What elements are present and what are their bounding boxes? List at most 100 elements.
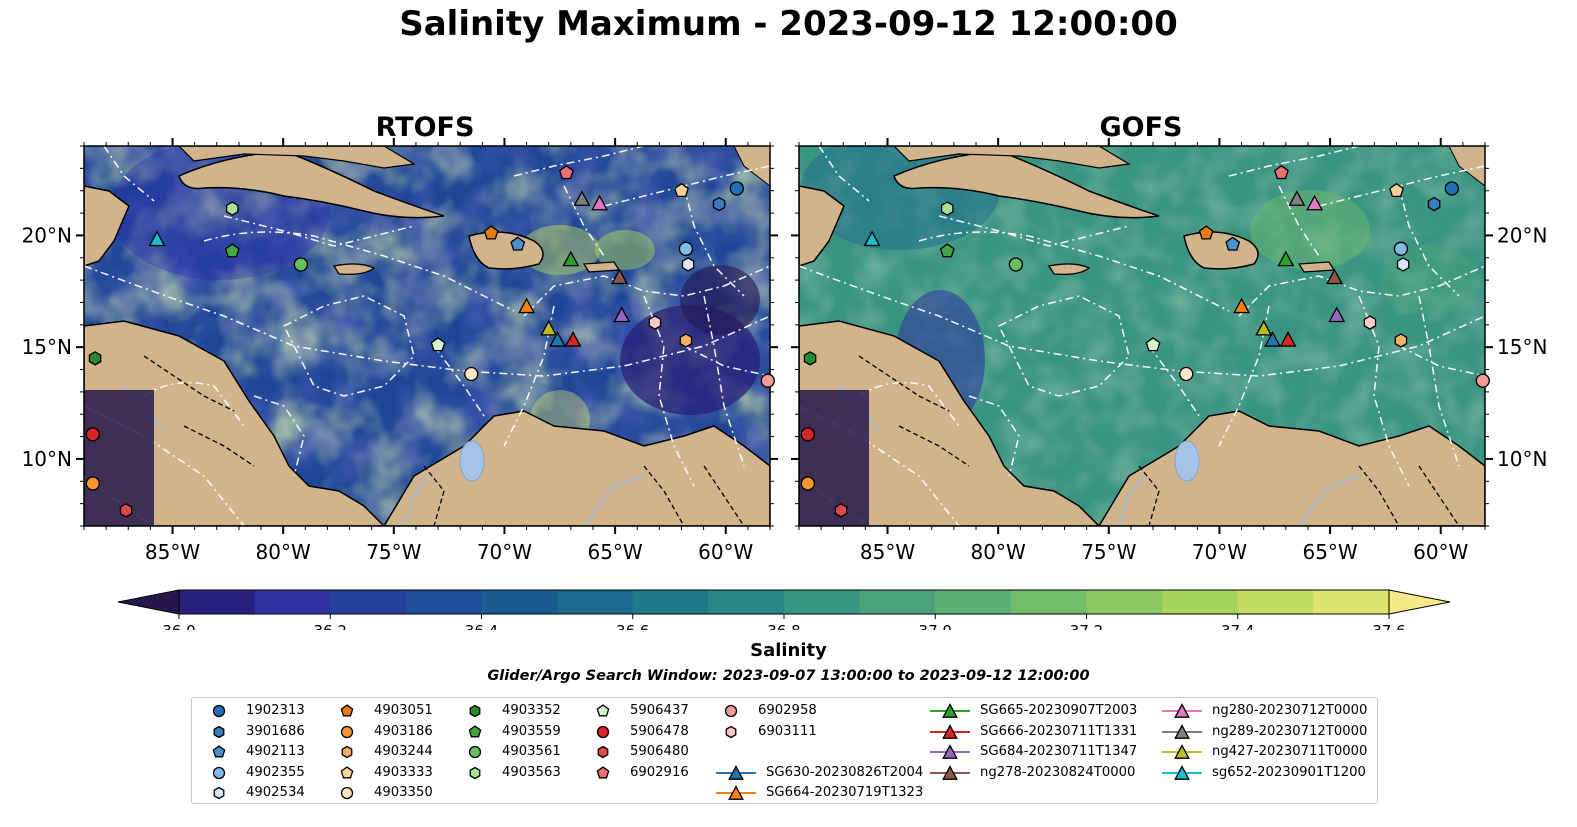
glider-SG664-20230719T1323 <box>1233 297 1251 314</box>
colorbar-cell <box>632 590 709 614</box>
legend-label: 4902113 <box>246 744 305 759</box>
legend-label: 1902313 <box>246 703 305 718</box>
legend-marker-icon <box>596 725 610 738</box>
colorbar-cell <box>179 590 256 614</box>
figure-title: Salinity Maximum - 2023-09-12 12:00:00 <box>399 4 1178 44</box>
legend-label: 5906480 <box>630 744 689 759</box>
colorbar-extend-low <box>117 589 180 615</box>
hexagon-marker-icon <box>725 725 737 738</box>
argo-float-6902916 <box>1273 165 1289 180</box>
argo-float-4902113 <box>1225 236 1241 251</box>
argo-float-4903244 <box>1394 333 1408 348</box>
argo-float-5906480 <box>119 503 133 518</box>
glider-sg652-20230901T1200 <box>863 230 881 247</box>
colorbar-cell <box>935 590 1012 614</box>
circle-marker-icon <box>596 725 610 738</box>
colorbar-cell <box>1010 590 1087 614</box>
glider-ng289-20230712T0000 <box>573 190 591 206</box>
legend-label: 4903244 <box>374 744 433 759</box>
glider-ng280-20230712T0000 <box>1306 194 1324 211</box>
triangle-marker-icon <box>728 785 744 800</box>
argo-float-5906437 <box>1145 337 1161 352</box>
colorbar-cell <box>481 590 558 614</box>
triangle-marker-icon <box>942 744 958 759</box>
triangle-marker-icon <box>1174 764 1190 780</box>
legend-marker-icon <box>469 766 481 779</box>
hexagon-marker-icon <box>469 704 481 718</box>
x-tick-label: 65°W <box>1302 540 1357 564</box>
argo-float-4902534 <box>681 257 695 272</box>
argo-float-3901686 <box>712 196 726 212</box>
argo-float-6902958 <box>1475 373 1490 388</box>
argo-float-4902355 <box>1393 241 1409 256</box>
legend-marker-icon <box>1162 744 1202 759</box>
glider-ng427-20230711T0000 <box>540 319 558 336</box>
legend-marker-icon <box>340 765 354 778</box>
circle-marker-icon <box>340 786 354 800</box>
triangle-marker-icon <box>1174 723 1190 739</box>
hexagon-marker-icon <box>597 745 609 759</box>
hexagon-marker-icon <box>469 766 481 779</box>
legend-marker-icon <box>596 765 610 778</box>
colorbar-tick-label: 37.0 <box>919 622 952 630</box>
legend-marker-icon <box>930 723 970 739</box>
legend-marker-icon <box>1162 723 1202 739</box>
legend-label: SG630-20230826T2004 <box>766 764 924 780</box>
search-window-caption: Glider/Argo Search Window: 2023-09-07 13… <box>487 668 1090 684</box>
circle-marker-icon <box>212 704 226 718</box>
glider-ng289-20230712T0000 <box>1288 190 1306 206</box>
argo-float-6903111 <box>648 315 662 330</box>
legend-label: SG684-20230711T1347 <box>980 744 1138 759</box>
legend-label: 6902916 <box>630 764 689 780</box>
legend-label: 6902958 <box>758 703 817 718</box>
legend-marker-icon <box>1162 703 1202 718</box>
hexagon-marker-icon <box>213 786 225 800</box>
colorbar: 36.0 36.2 36.4 36.6 36.8 37.0 37.2 37.4 37.6 <box>117 589 1451 630</box>
legend-label: SG665-20230907T2003 <box>980 703 1138 718</box>
legend-marker-icon <box>212 745 226 758</box>
argo-float-1902313 <box>1444 181 1459 196</box>
argo-float-4902534 <box>1396 257 1410 272</box>
legend-label: 4903333 <box>374 764 433 780</box>
pentagon-marker-icon <box>340 765 354 778</box>
legend-label: 6903111 <box>758 723 817 739</box>
legend-marker-icon <box>212 766 226 779</box>
legend-label: 5906478 <box>630 723 689 739</box>
argo-float-4903350 <box>1179 366 1194 382</box>
argo-float-4903333 <box>674 182 689 198</box>
legend-marker-icon <box>340 704 354 717</box>
colorbar-cell <box>405 590 482 614</box>
x-tick-label: 60°W <box>1413 540 1468 564</box>
glider-ng427-20230711T0000 <box>1255 319 1273 336</box>
legend-marker-icon <box>597 745 609 759</box>
circle-marker-icon <box>212 766 226 779</box>
argo-float-4903186 <box>800 476 816 491</box>
legend-marker-icon <box>213 786 225 800</box>
argo-float-5906478 <box>800 427 816 442</box>
argo-float-4903051 <box>1198 225 1214 240</box>
argo-float-4902355 <box>678 241 694 256</box>
argo-float-4903561 <box>1008 257 1024 272</box>
colorbar-tick-label: 36.2 <box>314 622 347 630</box>
pentagon-marker-icon <box>596 765 610 778</box>
argo-float-4903333 <box>1389 182 1404 198</box>
x-tick-label: 75°W <box>1081 540 1136 564</box>
glider-SG666-20230711T1331 <box>1279 331 1297 347</box>
x-tick-label: 70°W <box>1192 540 1247 564</box>
map-panels: 85°W 80°W 75°W 70°W 65°W 60°W 20°N 15°N 10°N 85°W… <box>22 138 1547 564</box>
legend-label: 4903563 <box>502 764 561 780</box>
glider-SG665-20230907T2003 <box>562 250 580 267</box>
circle-marker-icon <box>340 725 354 738</box>
colorbar-ticks: 36.0 36.2 36.4 36.6 36.8 37.0 37.2 37.4 37.6 <box>162 614 1406 630</box>
y-tick-label: 20°N <box>22 223 72 247</box>
argo-float-4903350 <box>464 366 479 382</box>
pentagon-marker-icon <box>468 724 482 737</box>
colorbar-cell <box>1313 590 1390 614</box>
argo-float-6902958 <box>760 373 775 388</box>
glider-SG664-20230719T1323 <box>518 297 536 314</box>
glider-SG666-20230711T1331 <box>564 331 582 347</box>
legend-label: SG664-20230719T1323 <box>766 785 924 800</box>
colorbar-tick-label: 37.4 <box>1221 622 1254 630</box>
legend: 1902313 3901686 4902113 4902355 4902534 49030… <box>191 697 1378 804</box>
rtofs-map <box>84 146 770 526</box>
